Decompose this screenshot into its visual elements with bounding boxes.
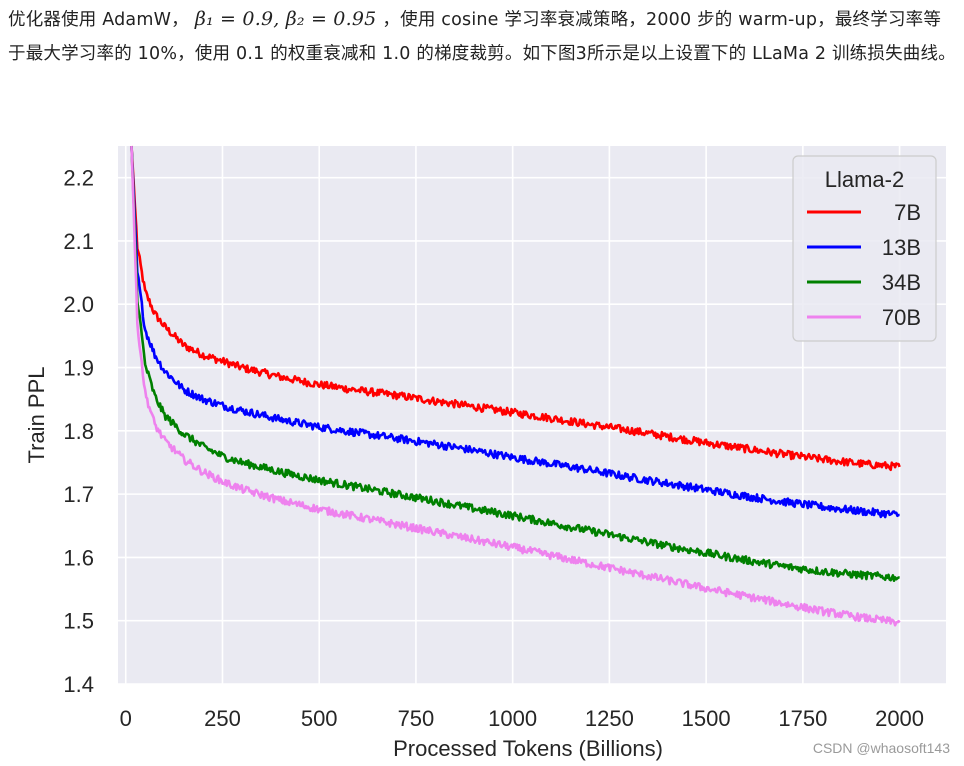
legend-box — [792, 155, 937, 342]
x-tick-labels: 0 250 500 750 1000 1250 1500 1750 2000 — [120, 706, 924, 731]
series-line-13B — [130, 145, 900, 519]
x-tick-label: 1500 — [682, 706, 731, 731]
y-tick-label: 1.9 — [63, 356, 94, 381]
y-tick-labels: 1.4 1.5 1.6 1.7 1.8 1.9 2.0 2.1 2.2 — [63, 166, 94, 697]
watermark: CSDN @whaosoft143 — [812, 740, 950, 756]
legend-label-34B: 34B — [882, 270, 921, 295]
x-tick-label: 0 — [120, 706, 132, 731]
x-tick-label: 1000 — [488, 706, 537, 731]
y-tick-label: 1.7 — [63, 482, 94, 507]
x-tick-label: 1250 — [585, 706, 634, 731]
legend-label-70B: 70B — [882, 305, 921, 330]
y-tick-label: 1.6 — [63, 545, 94, 570]
series-line-70B — [130, 145, 901, 627]
y-axis-label: Train PPL — [24, 366, 49, 463]
series-line-7B — [130, 145, 901, 472]
y-tick-label: 1.4 — [63, 672, 94, 697]
y-tick-label: 2.2 — [63, 166, 94, 191]
y-tick-label: 1.5 — [63, 609, 94, 634]
legend-title: Llama-2 — [825, 167, 904, 192]
legend-label-13B: 13B — [882, 235, 921, 260]
y-tick-label: 2.1 — [63, 229, 94, 254]
intro-math: β₁ = 0.9, β₂ = 0.95 — [194, 8, 377, 30]
series-line-34B — [130, 145, 900, 583]
intro-text-part2: ，使用 cosine 学习率衰减策略，2000 步的 warm-up，最终学习率… — [8, 10, 956, 64]
x-tick-label: 2000 — [875, 706, 924, 731]
x-tick-label: 250 — [204, 706, 241, 731]
x-axis-label: Processed Tokens (Billions) — [393, 736, 663, 761]
intro-paragraph: 优化器使用 AdamW， β₁ = 0.9, β₂ = 0.95 ，使用 cosin… — [8, 2, 958, 71]
y-tick-label: 1.8 — [63, 419, 94, 444]
x-tick-label: 1750 — [778, 706, 827, 731]
legend: Llama-2 7B 13B 34B 70B — [792, 155, 937, 342]
x-tick-label: 500 — [301, 706, 338, 731]
intro-text-part1: 优化器使用 AdamW， — [8, 10, 189, 30]
grid-lines — [118, 146, 946, 685]
legend-label-7B: 7B — [894, 200, 921, 225]
series-lines — [130, 145, 901, 627]
x-tick-label: 750 — [398, 706, 435, 731]
y-tick-label: 2.0 — [63, 292, 94, 317]
